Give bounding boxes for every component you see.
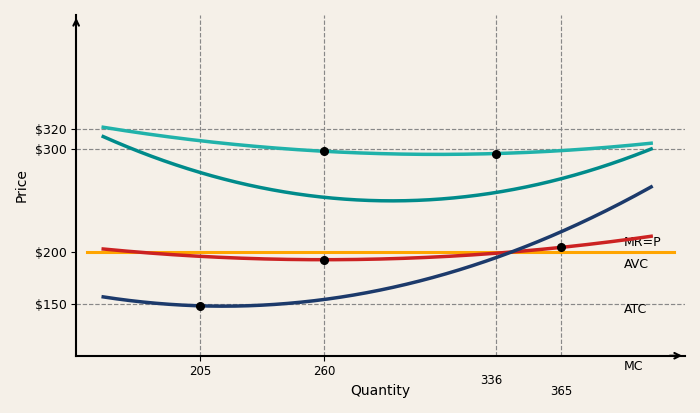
X-axis label: Quantity: Quantity: [351, 384, 411, 398]
Text: 336: 336: [480, 374, 502, 387]
Text: MC: MC: [624, 360, 643, 373]
Text: MR=P: MR=P: [624, 236, 661, 249]
Y-axis label: Price: Price: [15, 169, 29, 202]
Text: 365: 365: [550, 385, 572, 398]
Text: AVC: AVC: [624, 259, 649, 271]
Text: ATC: ATC: [624, 303, 648, 316]
